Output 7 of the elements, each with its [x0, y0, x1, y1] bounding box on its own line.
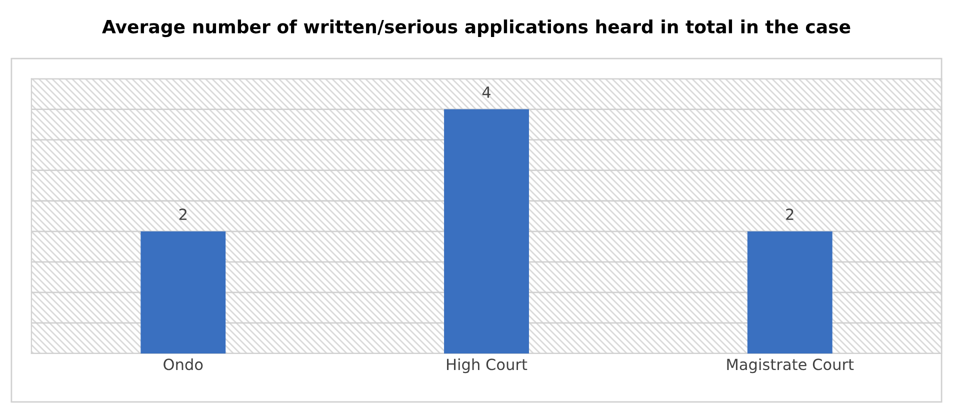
- x-tick-label: Magistrate Court: [727, 358, 854, 374]
- x-tick-label: Ondo: [164, 358, 203, 370]
- data-label: 2: [179, 208, 186, 220]
- x-tick-label: High Court: [447, 358, 528, 374]
- data-label: 2: [786, 208, 794, 220]
- chart-title: Average number of written/serious applications heard in total in the case: [102, 19, 850, 38]
- data-label: 4: [482, 86, 491, 98]
